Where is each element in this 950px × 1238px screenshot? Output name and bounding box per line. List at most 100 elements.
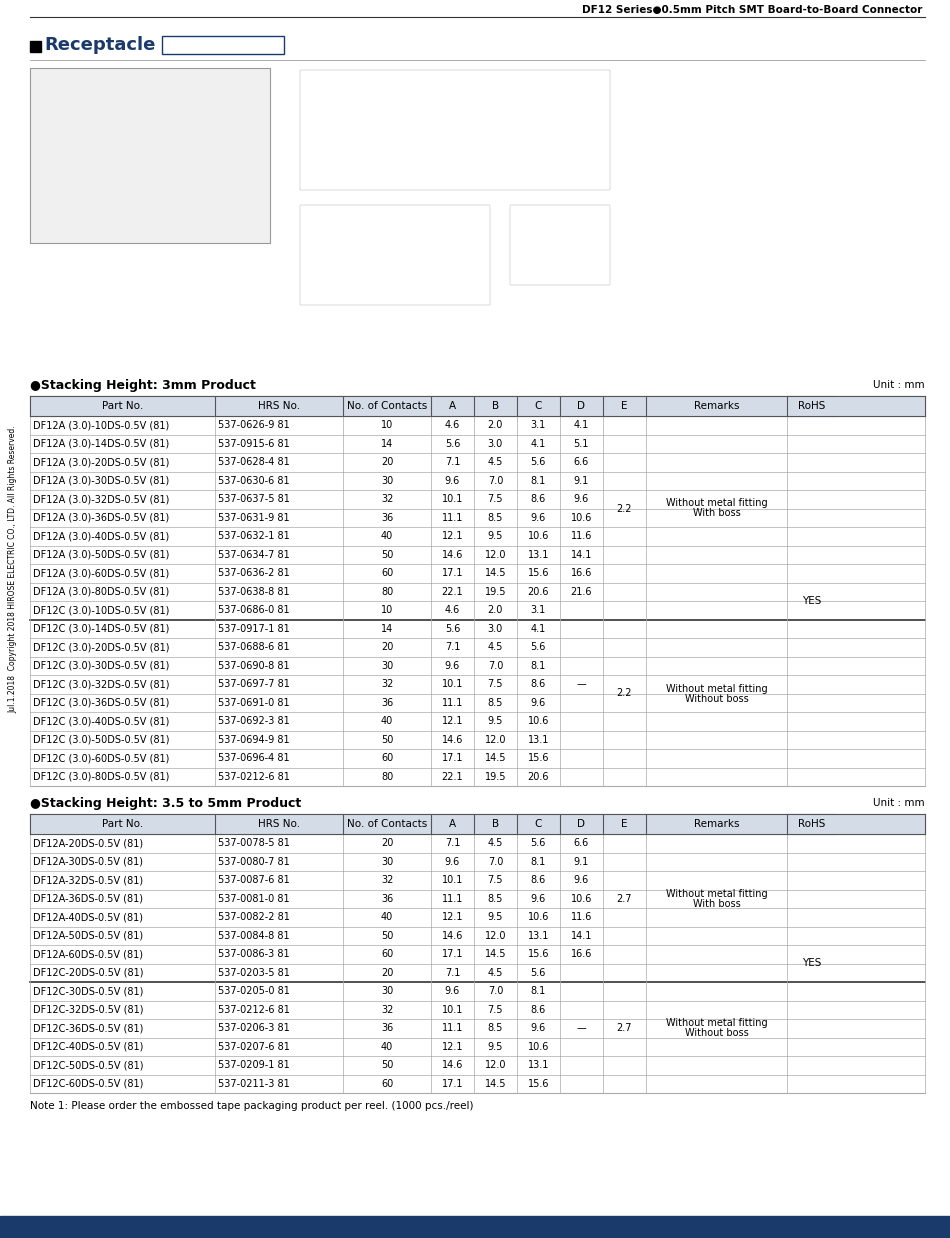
Text: 7.0: 7.0 (487, 857, 504, 867)
Text: 15.6: 15.6 (527, 950, 549, 959)
Text: DF12 Series●0.5mm Pitch SMT Board-to-Board Connector: DF12 Series●0.5mm Pitch SMT Board-to-Boa… (581, 5, 922, 15)
Text: 14.6: 14.6 (442, 1060, 464, 1070)
Text: DF12A (3.0)-20DS-0.5V (81): DF12A (3.0)-20DS-0.5V (81) (33, 457, 169, 467)
Text: 9.6: 9.6 (574, 875, 589, 885)
Text: DF12C-50DS-0.5V (81): DF12C-50DS-0.5V (81) (33, 1060, 143, 1070)
Text: 14.6: 14.6 (442, 734, 464, 745)
Text: 13.1: 13.1 (527, 931, 549, 941)
Text: DF12C (3.0)-50DS-0.5V (81): DF12C (3.0)-50DS-0.5V (81) (33, 734, 169, 745)
Text: 60: 60 (381, 753, 393, 764)
Text: 537-0691-0 81: 537-0691-0 81 (218, 698, 290, 708)
Text: 537-0212-6 81: 537-0212-6 81 (218, 1005, 290, 1015)
Text: 537-0636-2 81: 537-0636-2 81 (218, 568, 290, 578)
Text: 7.1: 7.1 (445, 968, 460, 978)
Text: 11.1: 11.1 (442, 1024, 464, 1034)
Text: 537-0628-4 81: 537-0628-4 81 (218, 457, 290, 467)
Text: Receptacle: Receptacle (44, 36, 156, 54)
Text: DF12C (3.0)-10DS-0.5V (81): DF12C (3.0)-10DS-0.5V (81) (33, 605, 169, 615)
Text: 4.5: 4.5 (487, 643, 504, 652)
Text: 10.6: 10.6 (571, 513, 592, 522)
Text: 60: 60 (381, 950, 393, 959)
Bar (30, 41, 41, 52)
Text: 9.6: 9.6 (531, 1024, 546, 1034)
Text: HRS No.: HRS No. (258, 820, 300, 829)
Text: DF12A-50DS-0.5V (81): DF12A-50DS-0.5V (81) (33, 931, 143, 941)
Text: RoHS: RoHS (798, 401, 825, 411)
Text: 537-0696-4 81: 537-0696-4 81 (218, 753, 290, 764)
Text: Part No.: Part No. (102, 820, 143, 829)
Text: 537-0211-3 81: 537-0211-3 81 (218, 1078, 290, 1088)
Text: 19.5: 19.5 (484, 587, 506, 597)
Text: 8.1: 8.1 (531, 661, 546, 671)
Text: 4.6: 4.6 (445, 605, 460, 615)
Text: 9.6: 9.6 (574, 494, 589, 504)
Text: 6.6: 6.6 (574, 457, 589, 467)
Text: 11.1: 11.1 (442, 698, 464, 708)
Text: DF12C-40DS-0.5V (81): DF12C-40DS-0.5V (81) (33, 1041, 143, 1052)
Text: 537-0212-6 81: 537-0212-6 81 (218, 771, 290, 781)
Text: 7.5: 7.5 (487, 494, 504, 504)
Text: 14.1: 14.1 (571, 550, 592, 560)
Text: Without metal fitting: Without metal fitting (666, 683, 768, 693)
Text: 80: 80 (381, 587, 393, 597)
Text: 5.6: 5.6 (445, 438, 460, 448)
Text: 60: 60 (381, 1078, 393, 1088)
Text: 2.0: 2.0 (487, 605, 504, 615)
Text: Unit : mm: Unit : mm (873, 799, 925, 808)
Text: 17.1: 17.1 (442, 568, 464, 578)
Text: 32: 32 (381, 494, 393, 504)
Text: 5.1: 5.1 (574, 438, 589, 448)
Text: 2.2: 2.2 (617, 504, 632, 514)
Bar (300, 206, 490, 305)
Text: A: A (449, 820, 456, 829)
Text: DF12C-20DS-0.5V (81): DF12C-20DS-0.5V (81) (33, 968, 143, 978)
Text: 32: 32 (381, 1005, 393, 1015)
Text: 537-0631-9 81: 537-0631-9 81 (218, 513, 290, 522)
Text: Jul.1.2018  Copyright 2018 HIROSE ELECTRIC CO., LTD. All Rights Reserved.: Jul.1.2018 Copyright 2018 HIROSE ELECTRI… (9, 425, 17, 713)
Text: 14.5: 14.5 (484, 950, 506, 959)
Text: 14: 14 (381, 624, 393, 634)
Text: 8.5: 8.5 (487, 894, 504, 904)
Text: 20: 20 (381, 643, 393, 652)
Text: 537-0915-6 81: 537-0915-6 81 (218, 438, 290, 448)
Text: Remarks: Remarks (694, 820, 739, 829)
Text: With boss: With boss (693, 509, 740, 519)
Text: DF12C (3.0)-36DS-0.5V (81): DF12C (3.0)-36DS-0.5V (81) (33, 698, 169, 708)
Text: DF12A-40DS-0.5V (81): DF12A-40DS-0.5V (81) (33, 912, 143, 922)
Text: 30: 30 (381, 857, 393, 867)
Text: 7.1: 7.1 (445, 457, 460, 467)
Text: 10.6: 10.6 (527, 531, 549, 541)
Text: DF12C (3.0)-40DS-0.5V (81): DF12C (3.0)-40DS-0.5V (81) (33, 717, 169, 727)
Text: 11.1: 11.1 (442, 513, 464, 522)
Text: 9.1: 9.1 (574, 475, 589, 485)
Text: 3.1: 3.1 (531, 420, 546, 431)
Text: 7.1: 7.1 (445, 643, 460, 652)
Text: DF12A (3.0)-50DS-0.5V (81): DF12A (3.0)-50DS-0.5V (81) (33, 550, 169, 560)
Text: 537-0626-9 81: 537-0626-9 81 (218, 420, 290, 431)
Text: 10.6: 10.6 (571, 894, 592, 904)
Bar (30, 815, 925, 834)
Text: 40: 40 (381, 912, 393, 922)
Text: 7.0: 7.0 (487, 475, 504, 485)
Text: —: — (577, 680, 586, 690)
Text: 13.1: 13.1 (527, 734, 549, 745)
Text: 17.1: 17.1 (442, 950, 464, 959)
Text: 11.6: 11.6 (571, 531, 592, 541)
Text: 12.0: 12.0 (484, 734, 506, 745)
Text: 36: 36 (381, 1024, 393, 1034)
Text: 14: 14 (381, 438, 393, 448)
Text: DF12C (3.0)-60DS-0.5V (81): DF12C (3.0)-60DS-0.5V (81) (33, 753, 169, 764)
Text: 17.1: 17.1 (442, 753, 464, 764)
Text: 537-0081-0 81: 537-0081-0 81 (218, 894, 290, 904)
Bar (30, 396, 925, 416)
Text: No. of Contacts: No. of Contacts (347, 820, 428, 829)
Text: 537-0084-8 81: 537-0084-8 81 (218, 931, 290, 941)
Text: 9.5: 9.5 (487, 531, 504, 541)
Text: 4.5: 4.5 (487, 838, 504, 848)
Text: 537-0086-3 81: 537-0086-3 81 (218, 950, 290, 959)
Text: DF12C-60DS-0.5V (81): DF12C-60DS-0.5V (81) (33, 1078, 143, 1088)
Text: 10.1: 10.1 (442, 494, 464, 504)
Text: 20: 20 (381, 838, 393, 848)
Text: 9.6: 9.6 (531, 894, 546, 904)
Text: 36: 36 (381, 513, 393, 522)
